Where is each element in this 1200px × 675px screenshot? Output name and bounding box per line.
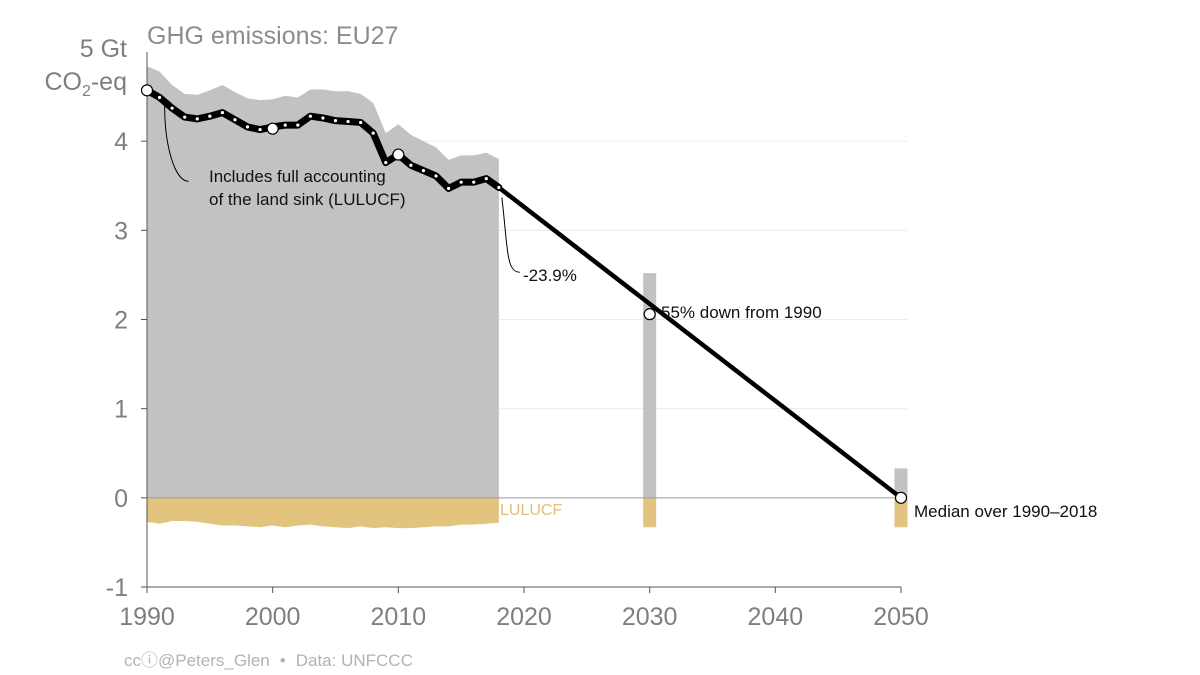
x-tick-label-2010: 2010 (371, 603, 427, 631)
y-tick-label-2: 2 (114, 307, 128, 335)
y-tick-label-3: 3 (114, 217, 128, 245)
net-emissions-marker (195, 117, 199, 121)
net-emissions-marker (170, 106, 174, 110)
net-emissions-marker (459, 180, 463, 184)
projection-line (496, 185, 904, 501)
y-axis-unit-main: CO (44, 68, 82, 96)
highlight-point-2000 (266, 122, 279, 135)
highlight-point-2010 (392, 148, 405, 161)
bar-layer (643, 273, 908, 528)
net-emissions-marker (283, 123, 287, 127)
annotation-land-sink-line1: Includes full accounting (209, 167, 386, 186)
y-tick-label-0: 0 (114, 485, 128, 513)
net-emissions-marker (333, 119, 338, 123)
footer: ccⓘ@Peters_Glen • Data: UNFCCC (124, 651, 413, 670)
net-emissions-marker (409, 163, 413, 167)
land-sink-leader-line (164, 105, 189, 182)
gross-emissions-area (147, 66, 499, 498)
net-emissions-marker (296, 123, 300, 127)
net-emissions-marker (308, 114, 312, 118)
net-emissions-marker (258, 127, 262, 132)
footer-separator: • (280, 651, 286, 670)
net-emissions-marker (447, 186, 451, 191)
area-layer (147, 66, 499, 529)
net-emissions-marker (421, 168, 426, 173)
x-tick-label-2000: 2000 (245, 603, 301, 631)
x-tick-label-2030: 2030 (622, 603, 678, 631)
axes: -1 0 1 2 3 4 1990 2000 2010 2020 2030 2040 2050 (106, 52, 929, 631)
chart-title: GHG emissions: EU27 (147, 22, 398, 50)
net-emissions-marker (472, 180, 476, 184)
net-emissions-marker (434, 174, 438, 178)
net-emissions-marker (220, 111, 224, 115)
net-emissions-marker (346, 119, 350, 124)
annotation-median-note: Median over 1990–2018 (914, 502, 1097, 521)
net-emissions-marker (321, 116, 325, 120)
y-axis-unit-value: 5 Gt (80, 35, 127, 63)
net-emissions-marker (371, 131, 375, 135)
y-tick-label-1: 1 (114, 396, 128, 424)
net-emissions-marker (245, 125, 250, 129)
annotation-layer (164, 105, 520, 273)
x-tick-label-2050: 2050 (873, 603, 929, 631)
net-emissions-marker (359, 120, 363, 125)
cc-license-icons: ccⓘ (124, 651, 158, 670)
highlight-point-2050 (894, 491, 908, 504)
x-tick-label-1990: 1990 (119, 603, 175, 631)
footer-source: Data: UNFCCC (296, 651, 413, 670)
net-emissions-marker (208, 114, 212, 118)
lulucf-label: LULUCF (500, 502, 562, 519)
x-tick-label-2040: 2040 (748, 603, 804, 631)
net-emissions-marker (157, 95, 162, 100)
y-axis-unit-subscript: 2 (82, 83, 91, 100)
bar-lulucf-2030 (643, 497, 657, 528)
y-axis-unit-label: CO2-eq (44, 68, 127, 100)
bar-lulucf-2050 (894, 497, 908, 528)
point-layer (140, 84, 908, 504)
bar-gross-2050 (894, 468, 908, 498)
highlight-point-2030 (643, 308, 656, 321)
annotation-land-sink-line2: of the land sink (LULUCF) (209, 190, 406, 209)
lulucf-area (147, 497, 499, 529)
net-emissions-marker (183, 115, 187, 119)
y-tick-label-4: 4 (114, 128, 128, 156)
bar-gross-2030 (643, 273, 657, 498)
y-axis-unit-tail: -eq (91, 68, 127, 96)
net-emissions-marker (384, 160, 388, 165)
annotation-2030-target: 55% down from 1990 (661, 303, 822, 322)
footer-handle: @Peters_Glen (158, 651, 270, 670)
net-emissions-marker (233, 118, 237, 122)
highlight-point-1990 (140, 84, 154, 97)
change-leader-line (501, 197, 520, 273)
y-tick-label--1: -1 (106, 574, 128, 602)
annotation-change-percent: -23.9% (523, 266, 577, 285)
net-emissions-marker (497, 185, 501, 190)
net-emissions-marker (484, 177, 488, 181)
x-tick-label-2020: 2020 (496, 603, 552, 631)
